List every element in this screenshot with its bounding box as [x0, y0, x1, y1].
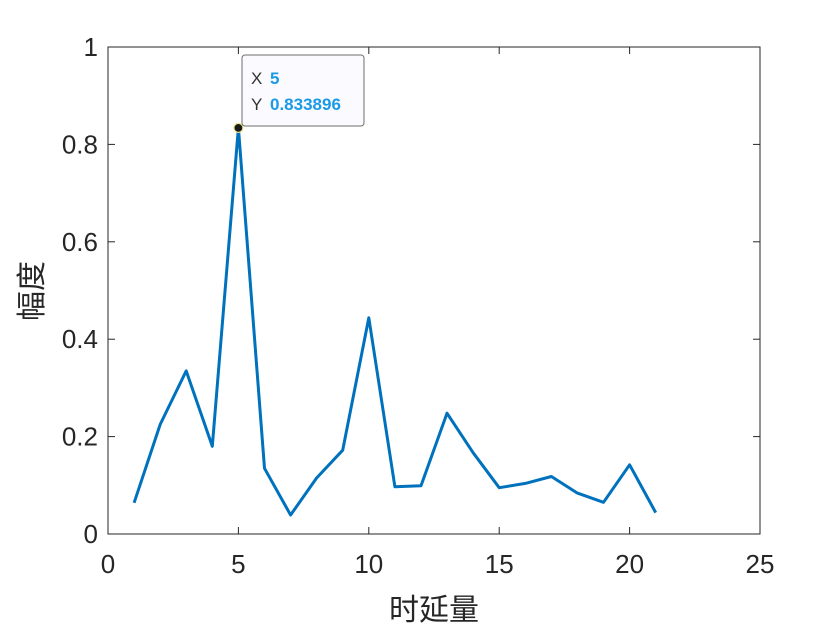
plot-area [107, 46, 761, 535]
tick-marks [107, 46, 761, 535]
data-tip-y-value: 0.833896 [270, 95, 341, 114]
x-tick-label: 10 [354, 549, 383, 579]
x-tick-label: 0 [101, 549, 115, 579]
data-tip-marker[interactable] [233, 122, 244, 133]
data-tip-box [241, 54, 365, 127]
data-tip-y-label: Y [251, 95, 262, 114]
x-tick-label: 25 [746, 549, 775, 579]
x-tick-labels: 0 5 10 15 20 25 [101, 549, 775, 579]
y-tick-labels: 0 0.2 0.4 0.6 0.8 1 [62, 32, 98, 549]
data-tip-x-value: 5 [270, 69, 279, 88]
y-axis-title: 幅度 [15, 261, 50, 321]
y-tick-label: 0.4 [62, 324, 98, 354]
y-tick-label: 0.6 [62, 227, 98, 257]
y-tick-label: 0 [84, 519, 98, 549]
x-tick-label: 20 [615, 549, 644, 579]
series-layer [132, 122, 658, 517]
series-line [132, 126, 658, 517]
y-tick-label: 0.2 [62, 422, 98, 452]
x-axis-title: 时延量 [389, 593, 479, 628]
data-tip[interactable]: X 5 Y 0.833896 [241, 54, 365, 127]
data-tip-x-label: X [251, 69, 262, 88]
y-tick-label: 0.8 [62, 129, 98, 159]
y-tick-label: 1 [84, 32, 98, 62]
x-tick-label: 5 [231, 549, 245, 579]
x-tick-label: 15 [485, 549, 514, 579]
